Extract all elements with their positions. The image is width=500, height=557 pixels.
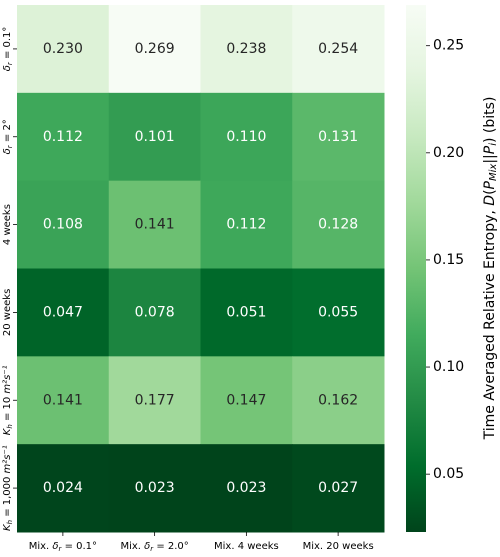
cell-value-label: 0.147 — [226, 392, 266, 408]
y-tick-label: 20 weeks — [2, 289, 13, 336]
colorbar-tick-label: 0.05 — [433, 466, 464, 482]
cell-value-label: 0.112 — [43, 129, 83, 145]
heatmap-cell — [292, 5, 385, 94]
heatmap-cell — [108, 444, 201, 533]
cell-value-label: 0.112 — [226, 217, 266, 233]
cell-value-label: 0.027 — [318, 480, 358, 496]
heatmap-cell — [292, 444, 385, 533]
colorbar-tick-label: 0.25 — [433, 38, 464, 54]
cell-value-label: 0.078 — [135, 304, 175, 320]
colorbar-tick-label: 0.20 — [433, 145, 464, 161]
heatmap-cell — [108, 92, 201, 182]
cell-value-label: 0.238 — [226, 41, 266, 57]
heatmap-cell — [17, 180, 110, 269]
heatmap-cell — [17, 5, 110, 94]
heatmap-cell — [200, 92, 293, 182]
cell-value-label: 0.101 — [135, 129, 175, 145]
colorbar-tick-label: 0.15 — [433, 252, 464, 268]
y-axis: δr​ = 0.1° δr​ = 2° 4 weeks 20 weeks Kh​ = 1… — [2, 27, 17, 531]
heatmap-cell — [292, 180, 385, 269]
x-tick-label: Mix. 20 weeks — [303, 541, 374, 552]
colorbar-gradient — [406, 5, 426, 532]
heatmap-cell — [292, 268, 385, 357]
x-tick-label: Mix. δr​ = 2.0° — [120, 541, 188, 553]
heatmap-cell — [17, 444, 110, 533]
cell-value-label: 0.141 — [135, 217, 175, 233]
heatmap-cell — [108, 356, 201, 445]
heatmap-cell — [108, 180, 201, 269]
cell-value-label: 0.023 — [135, 480, 175, 496]
y-tick-label: Kh​ = 10 m²s⁻¹ — [2, 365, 14, 435]
cell-value-label: 0.141 — [43, 392, 83, 408]
cell-value-label: 0.177 — [135, 392, 175, 408]
colorbar: 0.05 0.10 0.15 0.20 0.25 Time Averaged Relat… — [406, 5, 499, 532]
heatmap-cell — [200, 444, 293, 533]
x-tick-label: Mix. 4 weeks — [214, 541, 279, 552]
y-tick-label: δr​ = 0.1° — [2, 27, 14, 72]
cell-value-label: 0.108 — [43, 217, 83, 233]
heatmap-cell — [200, 356, 293, 445]
x-axis: Mix. δr​ = 0.1° Mix. δr​ = 2.0° Mix. 4 wee… — [29, 532, 374, 553]
cell-value-label: 0.128 — [318, 217, 358, 233]
heatmap-cell — [108, 5, 201, 94]
heatmap-cell — [17, 92, 110, 182]
cell-value-label: 0.023 — [226, 480, 266, 496]
colorbar-tick-label: 0.10 — [433, 359, 464, 375]
cell-value-label: 0.269 — [135, 41, 175, 57]
heatmap-cell — [292, 356, 385, 445]
heatmap-cell — [200, 180, 293, 269]
colorbar-label: Time Averaged Relative Entropy, D(PMix||… — [482, 97, 499, 441]
cell-value-label: 0.051 — [226, 304, 266, 320]
y-tick-label: δr​ = 2° — [2, 119, 14, 154]
heatmap-cell — [200, 5, 293, 94]
heatmap-cell — [108, 268, 201, 357]
heatmap-cell — [200, 268, 293, 357]
y-tick-label: 4 weeks — [2, 204, 13, 245]
heatmap-cell — [17, 356, 110, 445]
heatmap-cell — [292, 92, 385, 182]
x-tick-label: Mix. δr​ = 0.1° — [29, 541, 97, 553]
cell-value-label: 0.024 — [43, 480, 83, 496]
cell-value-label: 0.110 — [226, 129, 266, 145]
cell-value-label: 0.254 — [318, 41, 358, 57]
heatmap-cell — [17, 268, 110, 357]
cell-value-label: 0.230 — [43, 41, 83, 57]
cell-value-label: 0.131 — [318, 129, 358, 145]
y-tick-label: Kh​ = 1,000 m²s⁻¹ — [2, 445, 14, 531]
cell-value-label: 0.047 — [43, 304, 83, 320]
cell-value-label: 0.055 — [318, 304, 358, 320]
heatmap-cells: 0.230 0.269 0.238 0.254 0.112 0.101 0.110 0.131… — [17, 5, 385, 533]
cell-value-label: 0.162 — [318, 392, 358, 408]
